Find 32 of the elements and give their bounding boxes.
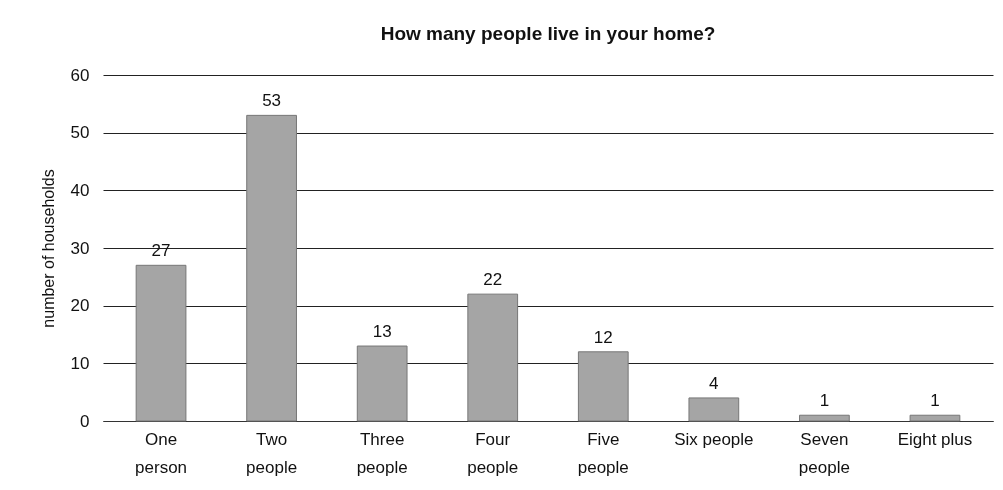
bar: [246, 114, 297, 422]
x-tick-label: Two people: [246, 429, 298, 477]
y-tick-label: 30: [70, 238, 90, 258]
data-label: 13: [372, 322, 392, 342]
x-tick-label: One person: [135, 429, 188, 477]
y-tick-label: 0: [80, 411, 90, 431]
x-tick-label: Seven people: [798, 429, 850, 477]
x-tick-label: Three people: [356, 429, 408, 477]
y-tick-label: 10: [70, 353, 90, 373]
bar: [909, 414, 961, 422]
data-label: 4: [709, 373, 719, 393]
bar: [467, 293, 519, 422]
x-tick-label: Eight plus: [897, 429, 973, 449]
x-tick-label: Six people: [674, 429, 754, 449]
bar: [356, 345, 408, 422]
x-tick-label: Four people: [467, 429, 519, 477]
y-tick-label: 50: [70, 123, 90, 143]
y-axis-title: number of households: [39, 169, 57, 328]
x-tick-label: Five people: [577, 429, 629, 477]
y-tick-label: 60: [70, 65, 90, 85]
data-label: 1: [930, 391, 940, 411]
y-tick-label: 20: [70, 296, 90, 316]
data-label: 53: [262, 91, 282, 111]
bar: [688, 397, 740, 422]
chart-title: How many people live in your home?: [380, 23, 716, 44]
bar: [799, 414, 850, 422]
data-label: 1: [819, 391, 830, 411]
y-tick-label: 40: [70, 180, 90, 200]
bar: [577, 351, 629, 422]
bar: [135, 264, 187, 422]
data-label: 22: [483, 270, 503, 290]
data-label: 12: [593, 327, 613, 347]
